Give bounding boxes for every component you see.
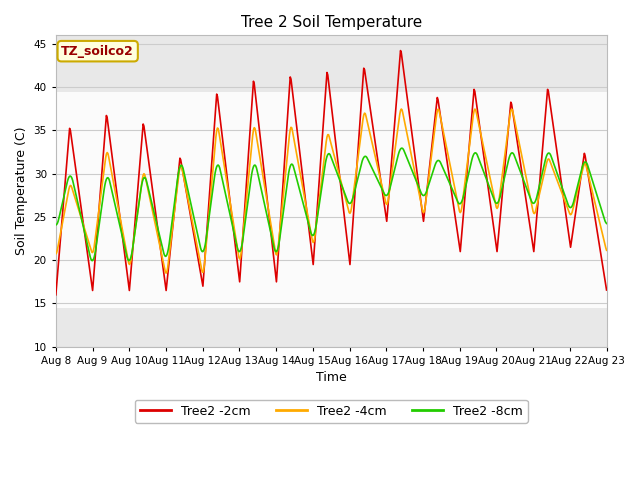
Tree2 -2cm — [399, 61, 406, 67]
Tree2 -8cm — [416, 186, 424, 192]
Line: Tree2 -8cm: Tree2 -8cm — [56, 148, 607, 261]
Tree2 -8cm — [398, 145, 406, 151]
Tree2 -8cm — [125, 258, 133, 264]
Tree2 -4cm — [204, 219, 212, 225]
Tree2 -4cm — [400, 114, 408, 120]
Tree2 -8cm — [52, 222, 60, 228]
Tree2 -4cm — [163, 270, 170, 276]
Tree2 -8cm — [62, 186, 70, 192]
Tree2 -8cm — [400, 147, 408, 153]
Line: Tree2 -4cm: Tree2 -4cm — [56, 109, 607, 273]
Tree2 -4cm — [603, 247, 611, 253]
Tree2 -4cm — [175, 169, 183, 175]
Tree2 -2cm — [52, 292, 60, 298]
Bar — [56, 92, 607, 308]
Tree2 -8cm — [603, 221, 611, 227]
Y-axis label: Soil Temperature (C): Soil Temperature (C) — [15, 127, 28, 255]
Tree2 -2cm — [415, 183, 423, 189]
Text: TZ_soilco2: TZ_soilco2 — [61, 45, 134, 58]
Tree2 -4cm — [52, 251, 60, 257]
Tree2 -2cm — [397, 48, 404, 53]
Legend: Tree2 -2cm, Tree2 -4cm, Tree2 -8cm: Tree2 -2cm, Tree2 -4cm, Tree2 -8cm — [135, 400, 527, 423]
Tree2 -2cm — [204, 219, 211, 225]
Tree2 -4cm — [416, 193, 424, 199]
Tree2 -8cm — [204, 220, 212, 226]
Tree2 -4cm — [118, 228, 126, 233]
Tree2 -4cm — [397, 106, 405, 112]
Tree2 -2cm — [175, 170, 182, 176]
Tree2 -4cm — [62, 203, 70, 208]
Tree2 -2cm — [603, 287, 611, 293]
Title: Tree 2 Soil Temperature: Tree 2 Soil Temperature — [241, 15, 422, 30]
Tree2 -8cm — [175, 167, 183, 173]
Tree2 -2cm — [62, 172, 70, 178]
Line: Tree2 -2cm: Tree2 -2cm — [56, 50, 607, 295]
X-axis label: Time: Time — [316, 372, 347, 384]
Tree2 -8cm — [118, 234, 126, 240]
Tree2 -2cm — [118, 234, 126, 240]
